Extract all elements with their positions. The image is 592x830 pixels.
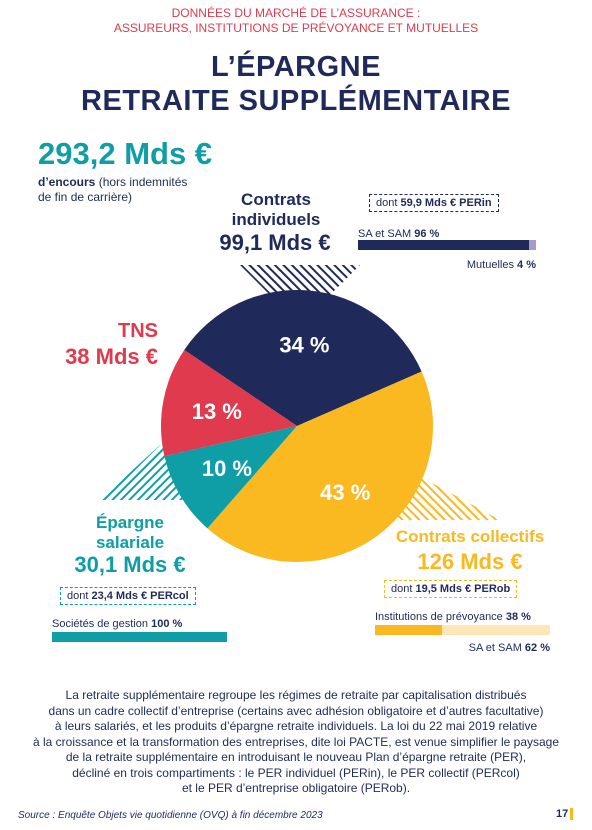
- bar1-pct: 38 %: [505, 611, 531, 623]
- collectifs-name: Contrats collectifs: [395, 527, 545, 546]
- pie-slice-label-1: 43 %: [320, 480, 370, 505]
- bar2-label-text: Mutuelles: [466, 259, 518, 271]
- bar1-label-text: Institutions de prévoyance: [375, 611, 506, 623]
- page-number: 17: [556, 808, 569, 820]
- tns-name: TNS: [118, 320, 158, 342]
- pie-slice-1: [207, 371, 433, 562]
- paragraph-line: décliné en trois compartiments : le PER …: [72, 765, 520, 780]
- collectifs-bar1-label: Institutions de prévoyance 38 %: [375, 610, 531, 624]
- collectifs-amount: 126 Mds €: [417, 549, 523, 574]
- page-marker: [570, 808, 573, 820]
- paragraph-line: La retraite supplémentaire regroupe les …: [65, 688, 527, 702]
- tns-amount: 38 Mds €: [65, 344, 158, 369]
- paragraph-line: et le PER d’entreprise obligatoire (PERo…: [181, 781, 411, 795]
- paragraph-line: à la croissance et la transformation des…: [32, 734, 560, 749]
- salariale-bar1-label: Sociétés de gestion 100 %: [52, 617, 182, 631]
- total-label-rest: (hors indemnités: [95, 175, 188, 189]
- pie-slice-0: [184, 290, 422, 426]
- individuels-dont-box: dont 59,9 Mds € PERin: [369, 194, 499, 212]
- dont-prefix: dont: [376, 197, 401, 209]
- bar-segment-sa-sam: [441, 625, 550, 635]
- individuels-amount: 99,1 Mds €: [219, 230, 331, 255]
- bar1-pct: 96 %: [414, 228, 440, 240]
- page-title-line-2: RETRAITE SUPPLÉMENTAIRE: [81, 85, 511, 117]
- dont-value: 19,5 Mds € PERob: [415, 583, 511, 595]
- salariale-bar: [52, 632, 227, 642]
- bar-segment-ip: [375, 625, 442, 635]
- bar-segment-sa-sam: [358, 240, 529, 250]
- paragraph-line: de la retraite supplémentaire en introdu…: [65, 750, 527, 764]
- bar2-pct: 62 %: [524, 642, 550, 654]
- paragraph-line: dans un cadre collectif d’entreprise (ce…: [48, 703, 544, 718]
- salariale-amount: 30,1 Mds €: [74, 552, 186, 577]
- salariale-name-1: Épargne: [95, 513, 165, 532]
- bar2-label-text: SA et SAM: [468, 642, 525, 654]
- pie-slice-label-2: 10 %: [202, 456, 252, 481]
- bar2-pct: 4 %: [517, 259, 536, 271]
- total-value: 293,2 Mds €: [38, 136, 213, 171]
- paragraph-line: à leurs salariés, et les produits d’épar…: [54, 719, 538, 733]
- source-note: Source : Enquête Objets vie quotidienne …: [18, 810, 323, 821]
- pie-slice-2: [164, 426, 297, 529]
- bar1-label-text: SA et SAM: [358, 228, 415, 240]
- individuels-name: Contrats individuels: [206, 190, 346, 230]
- bar1-pct: 100 %: [151, 618, 183, 630]
- dont-prefix: dont: [391, 583, 416, 595]
- individuels-bar2-label: Mutuelles 4 %: [440, 258, 536, 272]
- collectifs-dont-box: dont 19,5 Mds € PERob: [384, 580, 518, 598]
- dont-value: 59,9 Mds € PERin: [400, 197, 492, 209]
- bar1-label-text: Sociétés de gestion: [52, 618, 152, 630]
- dont-prefix: dont: [67, 590, 92, 602]
- pie-slice-label-3: 13 %: [192, 399, 242, 424]
- pie-slice-label-0: 34 %: [279, 333, 329, 358]
- total-label-line-2: de fin de carrière): [38, 190, 133, 204]
- salariale-dont-box: dont 23,4 Mds € PERcol: [60, 587, 196, 605]
- collectifs-bar2-label: SA et SAM 62 %: [430, 641, 550, 655]
- individuels-name-1: Contrats: [241, 190, 311, 209]
- page-title-line-1: L’ÉPARGNE: [211, 51, 381, 83]
- total-label-bold: d’encours: [38, 175, 96, 189]
- salariale-name-2: salariale: [95, 533, 165, 552]
- pie-slice-3: [161, 349, 297, 457]
- salariale-name: Épargne salariale: [70, 513, 190, 553]
- individuels-stacked-bar: [358, 240, 536, 250]
- bar-segment-mutuelles: [528, 240, 536, 250]
- dont-value: 23,4 Mds € PERcol: [91, 590, 189, 602]
- total-label-line-1: d’encours (hors indemnités: [38, 175, 187, 189]
- supertitle-line-1: DONNÉES DU MARCHÉ DE L’ASSURANCE :: [171, 6, 421, 20]
- individuels-name-2: individuels: [231, 210, 321, 229]
- supertitle-line-2: ASSUREURS, INSTITUTIONS DE PRÉVOYANCE ET…: [113, 21, 479, 35]
- individuels-bar1-label: SA et SAM 96 %: [358, 227, 439, 241]
- collectifs-stacked-bar: [375, 625, 550, 635]
- description-paragraph: La retraite supplémentaire regroupe les …: [0, 688, 592, 797]
